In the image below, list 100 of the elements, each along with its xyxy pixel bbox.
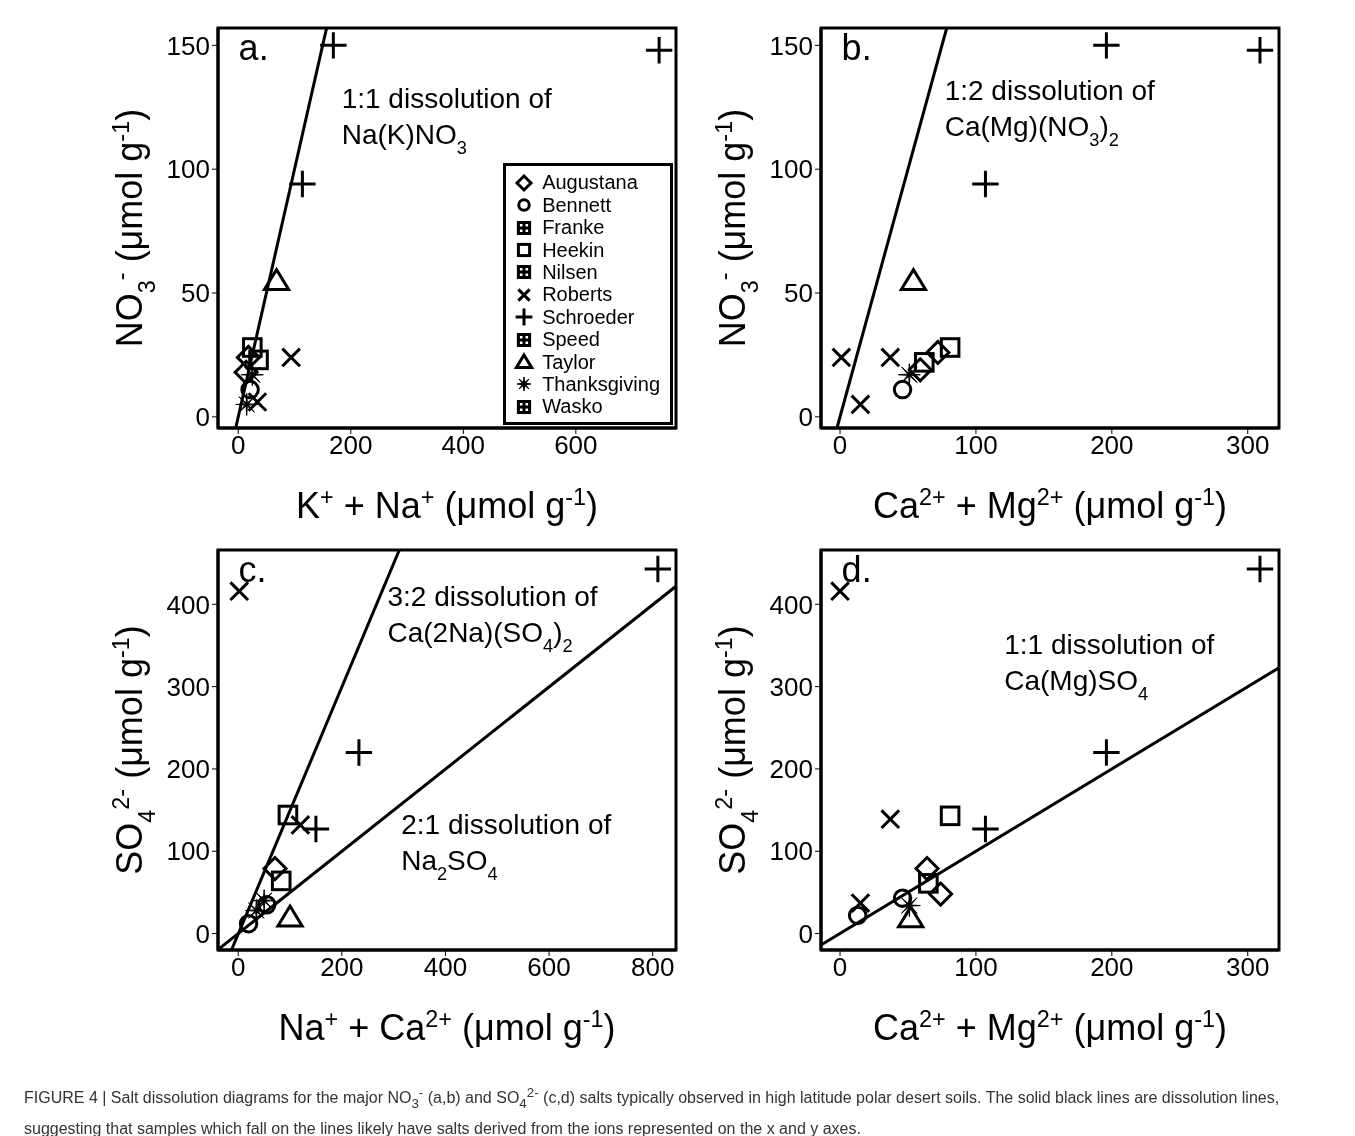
point (1093, 32, 1120, 59)
y-tick-label: 400 (166, 589, 210, 620)
point (1246, 37, 1274, 64)
x-tick-label: 0 (832, 952, 848, 983)
x-axis-title: Na$^{+}$ + Ca$^{2+}$ (μmol g$^{-1}$) (278, 1006, 616, 1048)
point (270, 870, 292, 892)
annotation: 1:1 dissolution of Na(K)NO$_{3}$ (341, 83, 553, 158)
point (972, 170, 999, 198)
legend-label: Thanksgiving (542, 372, 660, 396)
point (914, 856, 940, 882)
point (899, 268, 928, 291)
point (939, 337, 961, 358)
point (1093, 739, 1120, 766)
point (880, 347, 901, 368)
y-tick-label: 100 (769, 154, 813, 185)
x-tick-label: 0 (230, 952, 246, 983)
point (972, 815, 999, 843)
legend-label: Wasko (542, 395, 603, 419)
point (645, 37, 673, 64)
annotation: 2:1 dissolution of Na$_{2}$SO$_{4}$ (401, 809, 612, 884)
x-tick-label: 100 (954, 430, 998, 461)
point (831, 347, 852, 368)
x-tick-label: 400 (441, 430, 486, 461)
point (289, 170, 316, 198)
x-axis-title: K$^{+}$ + Na$^{+}$ (μmol g$^{-1}$) (296, 484, 598, 526)
y-tick-label: 200 (769, 754, 813, 785)
point (233, 359, 259, 385)
x-tick-label: 200 (329, 430, 373, 461)
point (240, 363, 264, 387)
y-tick-label: 150 (166, 30, 210, 61)
point (897, 894, 921, 918)
x-tick-label: 300 (1226, 952, 1270, 983)
legend-label: Nilsen (542, 260, 598, 284)
x-tick-label: 400 (423, 952, 468, 983)
point (880, 808, 901, 830)
point (276, 904, 304, 928)
y-tick-label: 50 (181, 278, 210, 309)
point (897, 363, 921, 387)
legend-label: Heekin (542, 238, 605, 262)
point (228, 580, 250, 602)
x-tick-label: 300 (1226, 430, 1270, 461)
point (644, 555, 672, 583)
legend-label: Taylor (542, 350, 596, 374)
x-tick-label: 800 (630, 952, 675, 983)
point (256, 894, 277, 915)
point (850, 892, 871, 914)
x-axis-title: Ca$^{2+}$ + Mg$^{2+}$ (μmol g$^{-1}$) (873, 484, 1227, 526)
point (907, 357, 933, 383)
point (302, 815, 330, 843)
point (262, 268, 291, 291)
point (892, 379, 913, 400)
point (925, 339, 951, 365)
y-tick-label: 100 (166, 154, 210, 185)
annotation: 3:2 dissolution of Ca(2Na)(SO$_{4}$)$_{2}$ (387, 581, 598, 656)
point (897, 905, 925, 929)
point (235, 392, 259, 416)
chart-title: c. (238, 549, 267, 590)
y-tick-label: 200 (166, 754, 210, 785)
annotation: 1:2 dissolution of Ca(Mg)(NO$_{3}$)$_{2}$ (944, 75, 1156, 150)
legend-label: Augustana (542, 171, 638, 195)
point (290, 814, 311, 836)
chart-title: d. (841, 549, 872, 590)
y-tick-label: 0 (798, 402, 813, 433)
legend-label: Schroeder (542, 305, 635, 329)
point (892, 888, 913, 908)
x-tick-label: 0 (832, 430, 848, 461)
y-tick-label: 400 (769, 589, 813, 620)
point (939, 805, 961, 827)
point (829, 580, 851, 602)
point (847, 905, 868, 926)
legend-label: Speed (542, 328, 600, 352)
chart-title: a. (238, 27, 269, 68)
point (244, 898, 268, 922)
x-tick-label: 200 (1090, 430, 1134, 461)
caption: FIGURE 4 | Salt dissolution diagrams for the major NO$_{3}$$^{-}$ (a,b) and SO$_{4}$$^{2-}$ (c,d) salts typically observed in high latitude polar desert soils. The solid black lines are dissolution lines, suggesting that samples which fall on the lines likely have salts derived from the ions represented on the x and y axes. (24, 1084, 1281, 1136)
y-tick-label: 0 (195, 402, 210, 433)
point (918, 873, 939, 894)
point (252, 889, 276, 913)
y-tick-label: 150 (769, 30, 813, 61)
y-tick-label: 50 (784, 278, 813, 309)
point (235, 344, 261, 370)
legend-label: Bennett (542, 193, 612, 217)
legend-label: Roberts (542, 283, 613, 307)
y-tick-label: 100 (166, 836, 210, 867)
point (240, 379, 260, 400)
legend-label: Franke (542, 216, 605, 240)
point (320, 32, 347, 59)
point (928, 881, 954, 907)
x-tick-label: 600 (554, 430, 598, 461)
point (247, 391, 268, 413)
y-tick-label: 0 (798, 918, 813, 949)
y-tick-label: 0 (195, 918, 210, 949)
y-tick-label: 300 (166, 671, 210, 702)
point (280, 347, 302, 368)
point (345, 739, 373, 766)
x-tick-label: 200 (1090, 952, 1134, 983)
point (238, 913, 259, 934)
point (1246, 555, 1274, 583)
y-tick-label: 100 (769, 836, 813, 867)
x-tick-label: 100 (954, 952, 998, 983)
